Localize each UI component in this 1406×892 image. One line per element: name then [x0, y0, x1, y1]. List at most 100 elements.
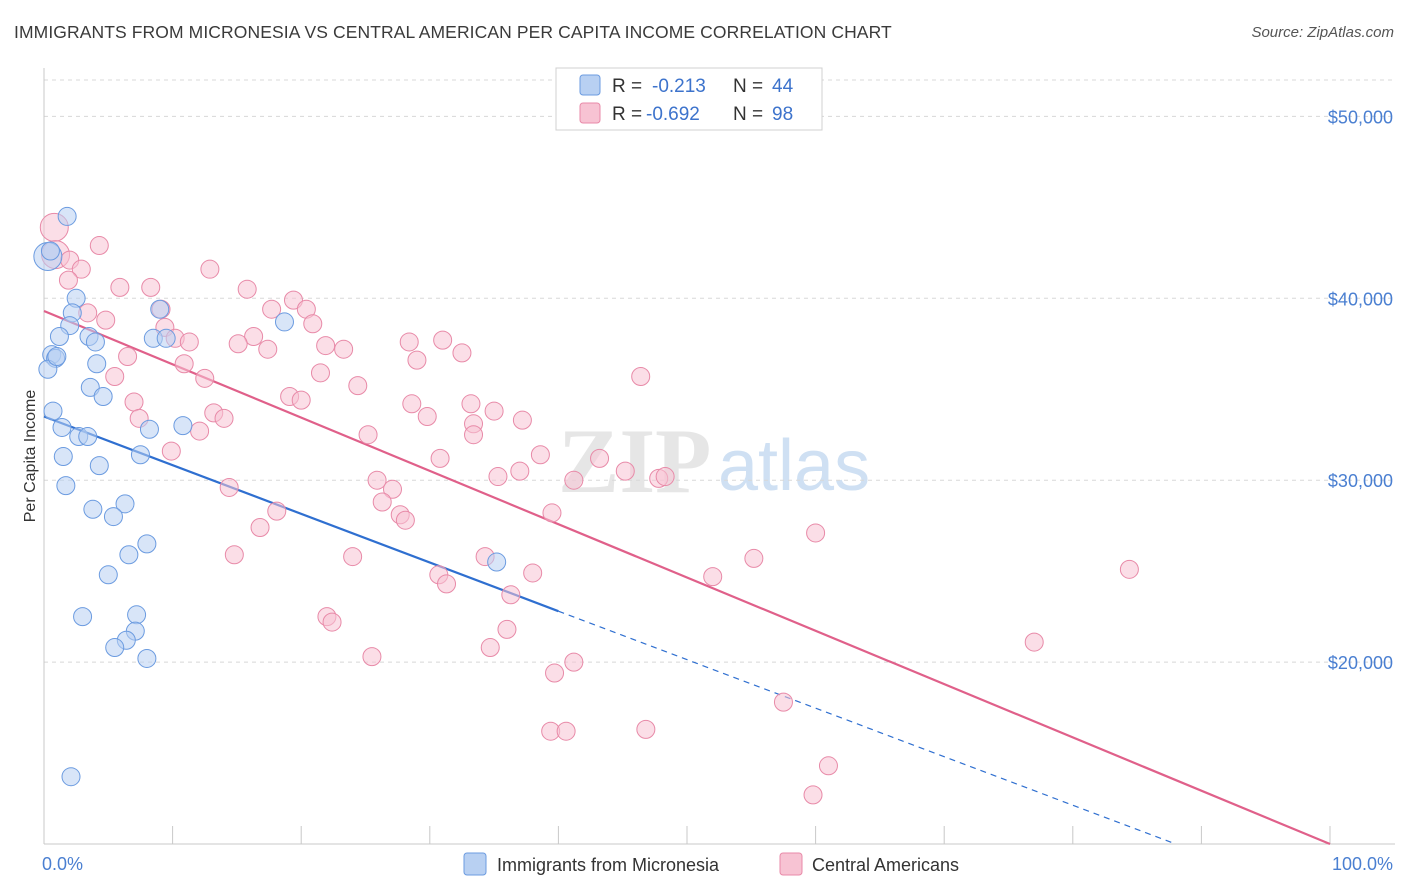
legend-swatch-pink	[579, 102, 601, 124]
y-axis-label: Per Capita Income	[22, 390, 39, 523]
x-tick-label-max: 100.0%	[1332, 854, 1393, 874]
legend-n-label-1: N =	[733, 76, 763, 97]
point-micronesia	[127, 605, 147, 625]
point-micronesia	[49, 326, 69, 346]
point-central-americans	[564, 470, 584, 490]
point-central-americans	[590, 448, 610, 468]
point-central-americans	[464, 425, 484, 445]
point-central-americans	[362, 647, 382, 667]
point-central-americans	[703, 567, 723, 587]
point-central-americans	[343, 547, 363, 567]
point-central-americans	[267, 501, 287, 521]
point-central-americans	[636, 719, 656, 739]
point-central-americans	[237, 279, 257, 299]
point-central-americans	[488, 467, 508, 487]
point-micronesia	[87, 354, 107, 374]
point-central-americans	[250, 517, 270, 537]
y-tick-label: $20,000	[1328, 653, 1393, 673]
point-central-americans	[161, 441, 181, 461]
y-tick-label: $50,000	[1328, 107, 1393, 127]
legend-n-value-1: 44	[772, 76, 794, 97]
x-tick-label-min: 0.0%	[42, 854, 83, 874]
point-micronesia	[89, 456, 109, 476]
point-central-americans	[430, 448, 450, 468]
bottom-legend-swatch-blue	[463, 852, 487, 876]
point-central-americans	[190, 421, 210, 441]
point-central-americans	[1024, 632, 1044, 652]
point-central-americans	[124, 392, 144, 412]
point-central-americans	[399, 332, 419, 352]
point-central-americans	[556, 721, 576, 741]
point-micronesia	[43, 401, 63, 421]
bottom-legend-label-2: Central Americans	[812, 855, 959, 875]
point-central-americans	[58, 270, 78, 290]
point-central-americans	[452, 343, 472, 363]
point-micronesia	[119, 545, 139, 565]
legend-r-value-2: -0.692	[646, 104, 700, 125]
point-central-americans	[530, 445, 550, 465]
point-central-americans	[291, 390, 311, 410]
point-central-americans	[316, 336, 336, 356]
point-micronesia	[487, 552, 507, 572]
point-micronesia	[56, 476, 76, 496]
point-central-americans	[773, 692, 793, 712]
point-central-americans	[395, 510, 415, 530]
point-central-americans	[501, 585, 521, 605]
point-micronesia	[130, 445, 150, 465]
point-micronesia	[93, 387, 113, 407]
legend: R = -0.213 N = 44 R = -0.692 N = 98	[555, 67, 823, 131]
point-micronesia	[156, 328, 176, 348]
point-central-americans	[615, 461, 635, 481]
point-central-americans	[310, 363, 330, 383]
point-central-americans	[744, 548, 764, 568]
point-central-americans	[484, 401, 504, 421]
legend-swatch-blue	[579, 74, 601, 96]
point-micronesia	[78, 427, 98, 447]
y-tick-label: $40,000	[1328, 289, 1393, 309]
point-micronesia	[52, 417, 72, 437]
point-central-americans	[523, 563, 543, 583]
point-central-americans	[283, 290, 303, 310]
bottom-legend-label-1: Immigrants from Micronesia	[497, 855, 720, 875]
point-micronesia	[115, 494, 135, 514]
point-central-americans	[348, 376, 368, 396]
point-central-americans	[402, 394, 422, 414]
watermark-atlas: atlas	[718, 426, 870, 506]
trend-line-micronesia	[43, 415, 559, 613]
source-label: Source: ZipAtlas.com	[1251, 24, 1394, 41]
point-central-americans	[214, 408, 234, 428]
tick-labels: $20,000 $30,000 $40,000 $50,000 0.0% 100.0%	[42, 107, 1393, 874]
point-central-americans	[174, 354, 194, 374]
point-micronesia	[57, 206, 77, 226]
bottom-legend: Immigrants from Micronesia Central Ameri…	[463, 852, 959, 876]
point-central-americans	[71, 259, 91, 279]
point-central-americans	[89, 236, 109, 256]
legend-r-value-1: -0.213	[652, 76, 706, 97]
point-central-americans	[564, 652, 584, 672]
point-micronesia	[73, 607, 93, 627]
point-central-americans	[96, 310, 116, 330]
point-micronesia	[80, 377, 100, 397]
point-micronesia	[53, 447, 73, 467]
chart-title: IMMIGRANTS FROM MICRONESIA VS CENTRAL AM…	[14, 22, 892, 42]
point-central-americans	[367, 470, 387, 490]
point-central-americans	[244, 326, 264, 346]
point-central-americans	[407, 350, 427, 370]
point-central-americans	[334, 339, 354, 359]
point-central-americans	[219, 477, 239, 497]
legend-n-value-2: 98	[772, 104, 793, 125]
point-micronesia	[274, 312, 294, 332]
bottom-legend-swatch-pink	[779, 852, 803, 876]
point-central-americans	[480, 638, 500, 658]
point-central-americans	[417, 407, 437, 427]
point-central-americans	[372, 492, 392, 512]
legend-r-label-2: R =	[612, 104, 642, 125]
point-central-americans	[631, 367, 651, 387]
point-central-americans	[200, 259, 220, 279]
point-central-americans	[195, 368, 215, 388]
point-central-americans	[655, 467, 675, 487]
point-micronesia	[98, 565, 118, 585]
point-central-americans	[110, 277, 130, 297]
point-central-americans	[262, 299, 282, 319]
point-micronesia	[85, 332, 105, 352]
